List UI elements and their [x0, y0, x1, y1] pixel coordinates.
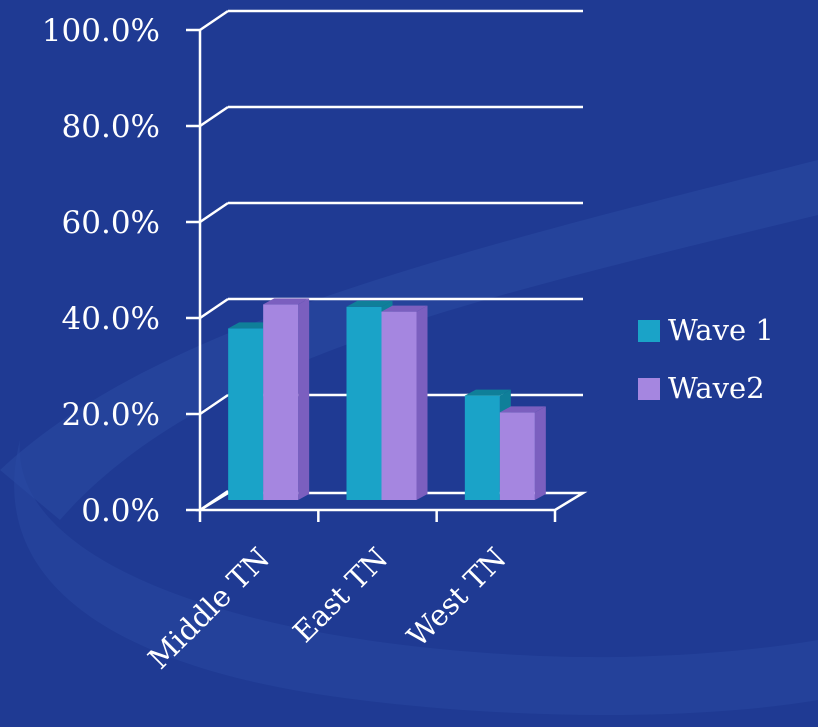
legend: Wave 1 Wave2 [638, 313, 774, 405]
bar [464, 395, 500, 500]
x-tick-label: East TN [286, 541, 394, 649]
legend-label: Wave2 [668, 371, 765, 405]
legend-swatch [638, 320, 660, 342]
bar-top [499, 406, 546, 413]
bar-side [298, 298, 310, 500]
y-tick-label: 80.0% [62, 109, 160, 145]
bar [381, 311, 417, 500]
bar-side [534, 406, 546, 500]
bar [228, 328, 264, 500]
y-axis-ticks: 0.0% 20.0% 40.0% 60.0% 80.0% 100.0% [42, 13, 160, 529]
bar-top [228, 322, 275, 329]
bar-top [263, 298, 310, 305]
bar [499, 412, 535, 500]
y-tick-label: 40.0% [62, 301, 160, 337]
gridline-depth [199, 393, 229, 416]
y-tick-label: 20.0% [62, 397, 160, 433]
axes [186, 28, 588, 522]
x-tick-label: West TN [400, 541, 512, 653]
gridline-depth [199, 9, 229, 32]
y-tick-label: 100.0% [42, 13, 160, 49]
bar [346, 306, 382, 500]
bar [263, 304, 299, 500]
legend-label: Wave 1 [668, 313, 774, 347]
gridline-depth [199, 201, 229, 224]
y-tick-label: 60.0% [62, 205, 160, 241]
x-axis-labels: Middle TN East TN West TN [141, 541, 512, 676]
gridline-depth [199, 105, 229, 128]
bars [228, 298, 546, 500]
bar-side [416, 305, 428, 500]
x-tick-label: Middle TN [141, 541, 276, 676]
bar-top [381, 305, 428, 312]
y-tick-label: 0.0% [81, 493, 160, 529]
legend-swatch [638, 378, 660, 400]
bar-top [464, 389, 511, 396]
gridline-depth [199, 297, 229, 320]
bar-top [346, 300, 393, 307]
